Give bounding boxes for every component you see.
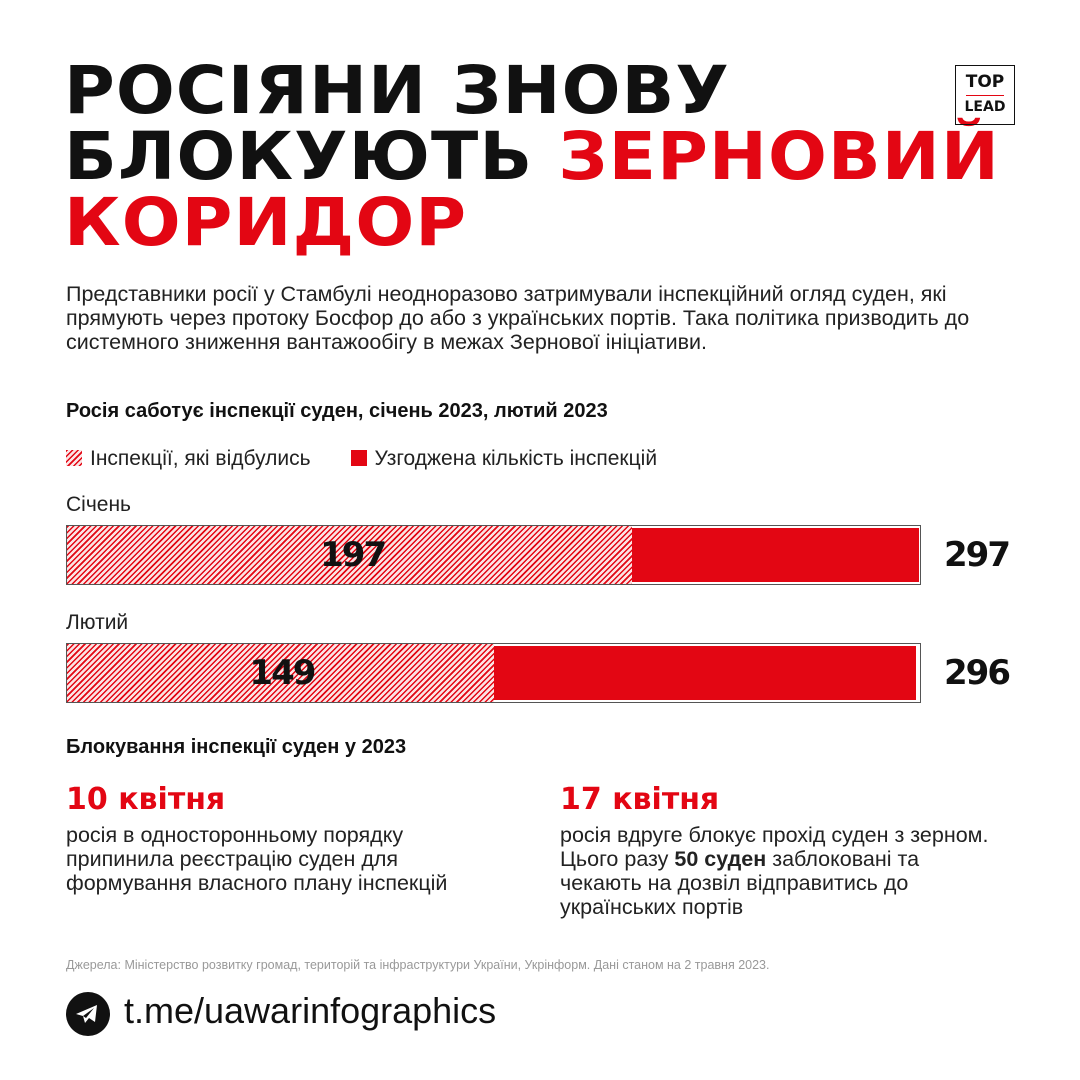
logo-divider: [966, 95, 1004, 96]
bar-value-held: 149: [249, 653, 316, 693]
bar-value-agreed: 296: [944, 653, 1011, 693]
event-text-bold: 50 суден: [674, 847, 767, 871]
event-text: росія в односторонньому порядку припинил…: [66, 823, 448, 895]
bar-value-held: 197: [320, 535, 387, 575]
event-date: 10 квітня: [66, 782, 226, 817]
intro-text: Представники росії у Стамбулі неодноразо…: [66, 282, 970, 354]
event-date: 17 квітня: [560, 782, 720, 817]
legend-label: Інспекції, які відбулись: [90, 447, 311, 470]
title-line-1: РОСІЯНИ ЗНОВУ: [64, 52, 730, 129]
title-black: БЛОКУЮТЬ: [64, 118, 534, 195]
event-text-part: росія вдруге блокує прохід суден з зерно…: [560, 823, 989, 871]
legend-swatch-hatched: [66, 450, 82, 466]
bar-category-label: Січень: [66, 493, 131, 516]
logo-bottom: LEAD: [964, 99, 1006, 115]
bar-agreed-remaining: [494, 646, 917, 700]
title-red: ЗЕРНОВИЙ: [558, 118, 1000, 195]
source-note: Джерела: Міністерство розвитку громад, т…: [66, 958, 770, 972]
chart-legend: Інспекції, які відбулись Узгоджена кільк…: [66, 447, 657, 471]
top-lead-logo: TOP LEAD: [955, 65, 1015, 125]
event-2: 17 квітня росія вдруге блокує прохід суд…: [560, 782, 1000, 919]
event-1: 10 квітня росія в односторонньому порядк…: [66, 782, 506, 895]
telegram-icon: [66, 992, 110, 1036]
legend-item-agreed: Узгоджена кількість інспекцій: [350, 447, 658, 471]
bar-frame: 149: [66, 643, 921, 703]
bar-held-inspections: [67, 526, 633, 584]
legend-swatch-solid: [350, 450, 367, 466]
telegram-link[interactable]: t.me/uawarinfographics: [124, 990, 497, 1031]
legend-label: Узгоджена кількість інспекцій: [374, 447, 658, 470]
title-line-2: БЛОКУЮТЬ ЗЕРНОВИЙ: [64, 124, 1000, 190]
legend-item-held: Інспекції, які відбулись: [66, 447, 311, 471]
bar-frame: 197: [66, 525, 921, 585]
blocking-title: Блокування інспекції суден у 2023: [66, 736, 407, 758]
logo-top: TOP: [965, 72, 1005, 92]
event-text-part: заблоковані та чекають на дозвіл відправ…: [560, 847, 920, 919]
bar-held-inspections: [67, 644, 495, 702]
bar-agreed-remaining: [632, 528, 919, 582]
page-title: РОСІЯНИ ЗНОВУ БЛОКУЮТЬ ЗЕРНОВИЙ КОРИДОР: [64, 58, 1000, 256]
bar-value-agreed: 297: [944, 535, 1011, 575]
event-text: росія вдруге блокує прохід суден з зерно…: [560, 823, 1000, 919]
title-line-3: КОРИДОР: [64, 184, 468, 261]
chart-title: Росія саботує інспекції суден, січень 20…: [66, 400, 608, 422]
bar-category-label: Лютий: [66, 611, 129, 634]
